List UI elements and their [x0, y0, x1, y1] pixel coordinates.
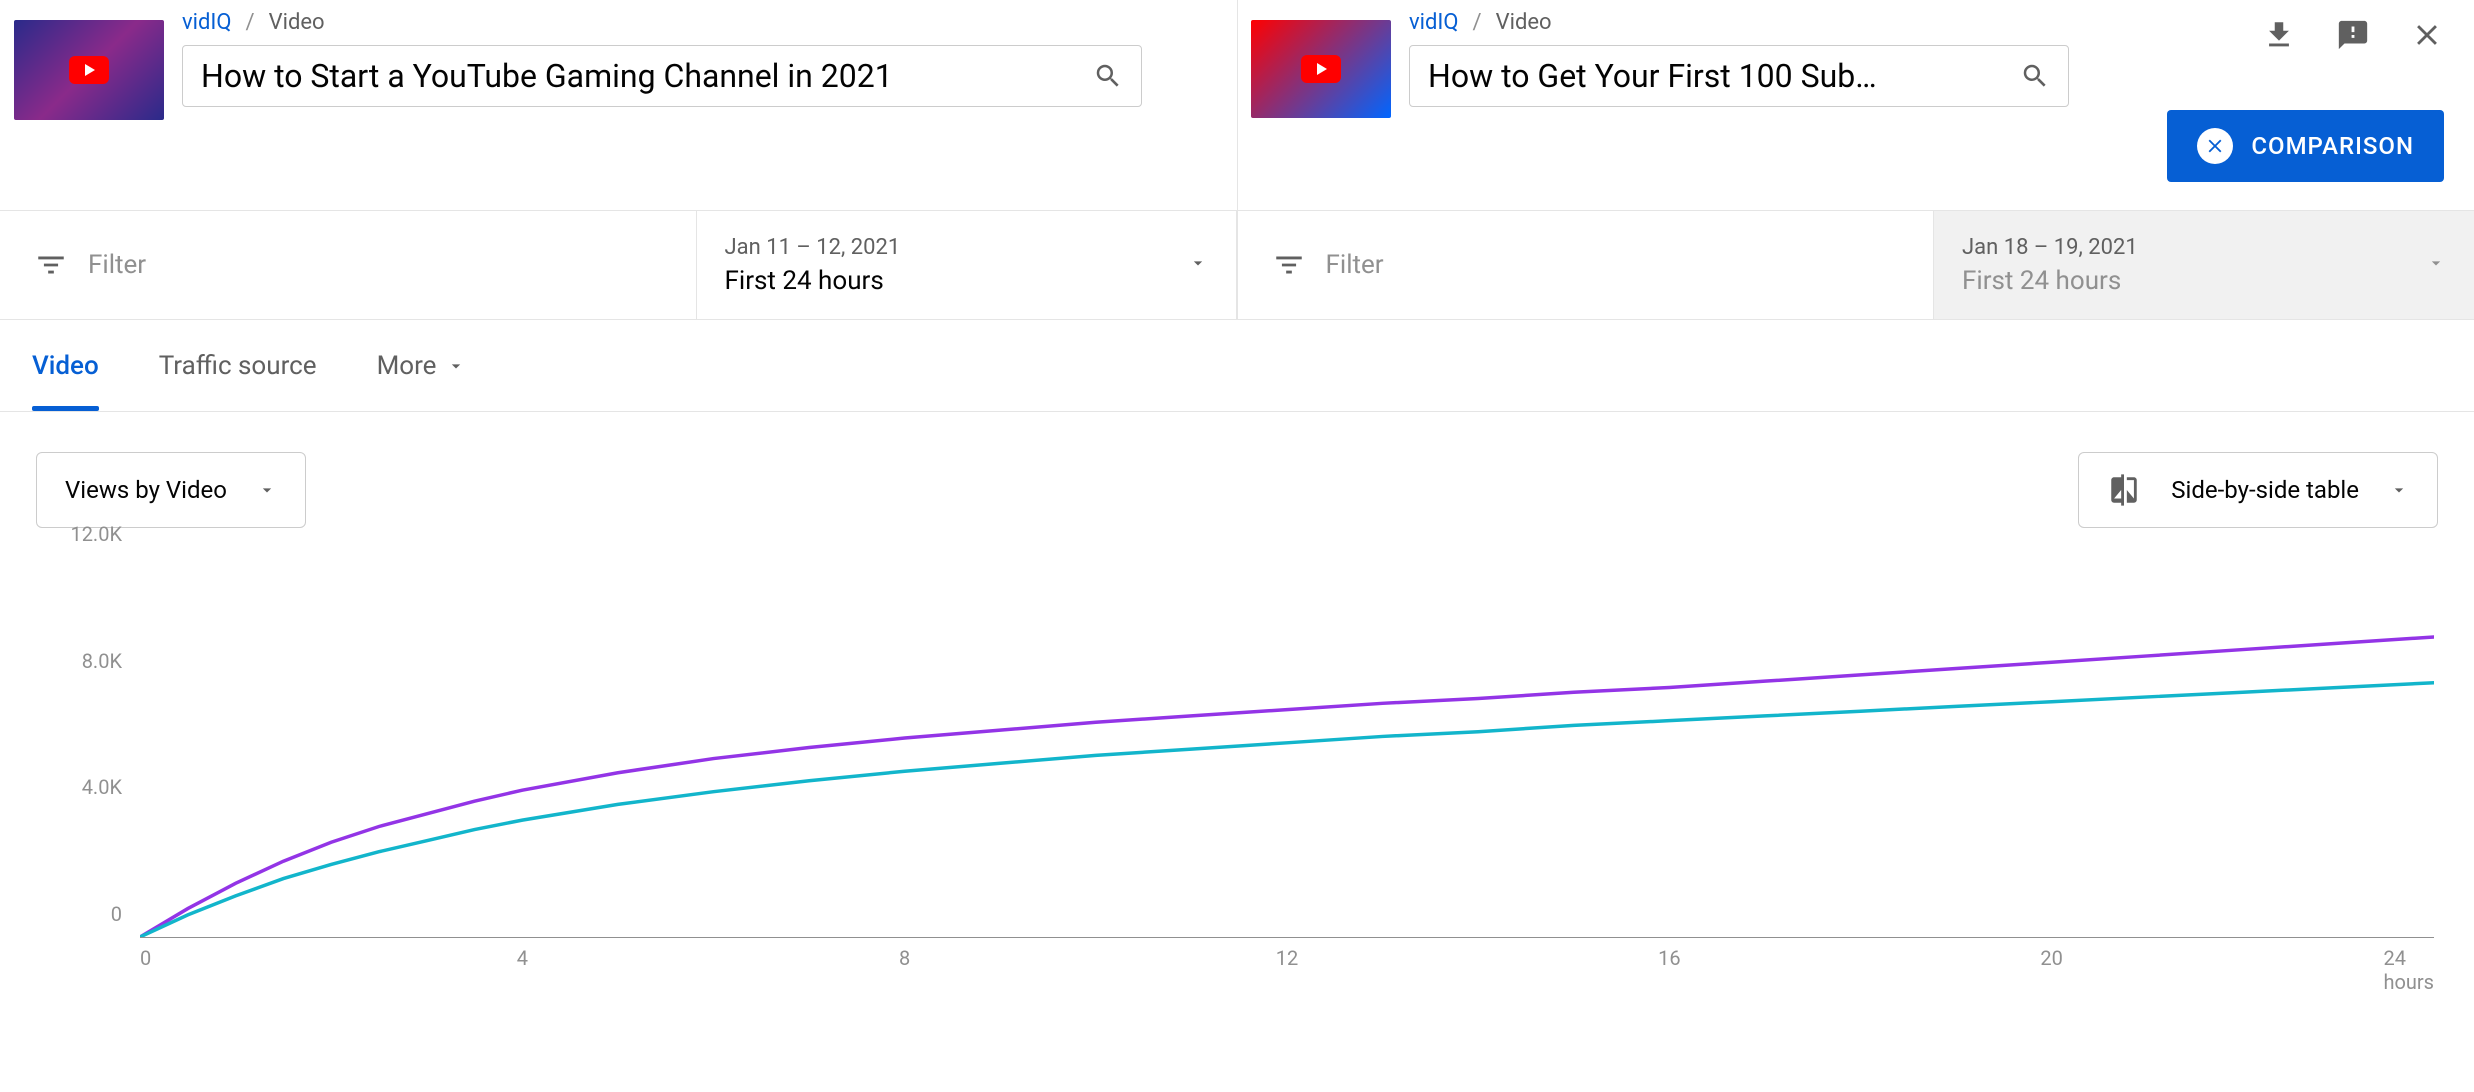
- y-tick-label: 12.0K: [70, 522, 122, 546]
- x-tick-label: 16: [1658, 946, 1680, 970]
- search-title: How to Start a YouTube Gaming Channel in…: [201, 57, 1081, 95]
- chart-line-purple-series: [140, 637, 2434, 937]
- tab-label: Traffic source: [159, 351, 317, 381]
- chevron-down-icon: [2389, 480, 2409, 500]
- filter-label: Filter: [1326, 250, 1384, 280]
- breadcrumb-page: Video: [269, 10, 325, 35]
- chevron-down-icon: [257, 480, 277, 500]
- chart-line-teal-series: [140, 683, 2434, 937]
- left-thumbnail[interactable]: [14, 20, 164, 120]
- x-axis: 04812162024 hours: [140, 938, 2434, 978]
- table-mode-dropdown[interactable]: Side-by-side table: [2078, 452, 2438, 528]
- y-axis: 04.0K8.0K12.0K: [40, 558, 130, 938]
- search-title: How to Get Your First 100 Sub…: [1428, 57, 2008, 95]
- filter-label: Filter: [88, 250, 146, 280]
- date-cell-left[interactable]: Jan 11 – 12, 2021 First 24 hours: [697, 211, 1237, 319]
- breadcrumb-link[interactable]: vidIQ: [1409, 10, 1459, 35]
- chevron-down-icon: [1188, 253, 1208, 277]
- filter-icon: [1272, 248, 1306, 282]
- chart-plot: [140, 558, 2434, 938]
- tab-label: More: [377, 351, 437, 381]
- dropdown-label: Side-by-side table: [2171, 476, 2359, 504]
- comparison-button[interactable]: COMPARISON: [2167, 110, 2444, 182]
- y-tick-label: 4.0K: [82, 775, 122, 799]
- breadcrumb-sep: /: [1473, 10, 1482, 35]
- x-tick-label: 20: [2040, 946, 2062, 970]
- comparison-label: COMPARISON: [2251, 132, 2414, 160]
- date-range: Jan 11 – 12, 2021: [725, 235, 901, 260]
- dropdown-label: Views by Video: [65, 476, 227, 504]
- chevron-down-icon: [2426, 253, 2446, 277]
- breadcrumb: vidIQ / Video: [182, 10, 1217, 35]
- search-box-left[interactable]: How to Start a YouTube Gaming Channel in…: [182, 45, 1142, 107]
- metric-dropdown[interactable]: Views by Video: [36, 452, 306, 528]
- date-period: First 24 hours: [1962, 266, 2121, 296]
- search-box-right[interactable]: How to Get Your First 100 Sub…: [1409, 45, 2069, 107]
- tab-label: Video: [32, 351, 99, 381]
- date-period: First 24 hours: [725, 266, 884, 296]
- breadcrumb: vidIQ / Video: [1409, 10, 2454, 35]
- line-chart: 04.0K8.0K12.0K 04812162024 hours: [40, 558, 2434, 978]
- breadcrumb-page: Video: [1496, 10, 1552, 35]
- compare-icon: [2107, 473, 2141, 507]
- chevron-down-icon: [446, 356, 466, 376]
- close-circle-icon: [2197, 128, 2233, 164]
- search-icon: [2020, 61, 2050, 91]
- breadcrumb-link[interactable]: vidIQ: [182, 10, 232, 35]
- search-icon: [1093, 61, 1123, 91]
- x-tick-label: 24 hours: [2383, 946, 2434, 994]
- y-tick-label: 8.0K: [82, 649, 122, 673]
- tab-video[interactable]: Video: [32, 320, 99, 411]
- right-thumbnail[interactable]: [1251, 20, 1391, 118]
- x-tick-label: 4: [517, 946, 528, 970]
- tab-traffic-source[interactable]: Traffic source: [159, 320, 317, 411]
- breadcrumb-sep: /: [246, 10, 255, 35]
- date-cell-right[interactable]: Jan 18 – 19, 2021 First 24 hours: [1934, 211, 2474, 319]
- filter-cell-left[interactable]: Filter: [0, 211, 697, 319]
- tab-more[interactable]: More: [377, 320, 467, 411]
- left-header-panel: vidIQ / Video How to Start a YouTube Gam…: [0, 0, 1237, 130]
- date-range: Jan 18 – 19, 2021: [1962, 235, 2138, 260]
- x-tick-label: 0: [140, 946, 151, 970]
- x-tick-label: 8: [899, 946, 910, 970]
- filter-icon: [34, 248, 68, 282]
- x-tick-label: 12: [1276, 946, 1298, 970]
- filter-cell-right[interactable]: Filter: [1237, 211, 1935, 319]
- y-tick-label: 0: [111, 902, 122, 926]
